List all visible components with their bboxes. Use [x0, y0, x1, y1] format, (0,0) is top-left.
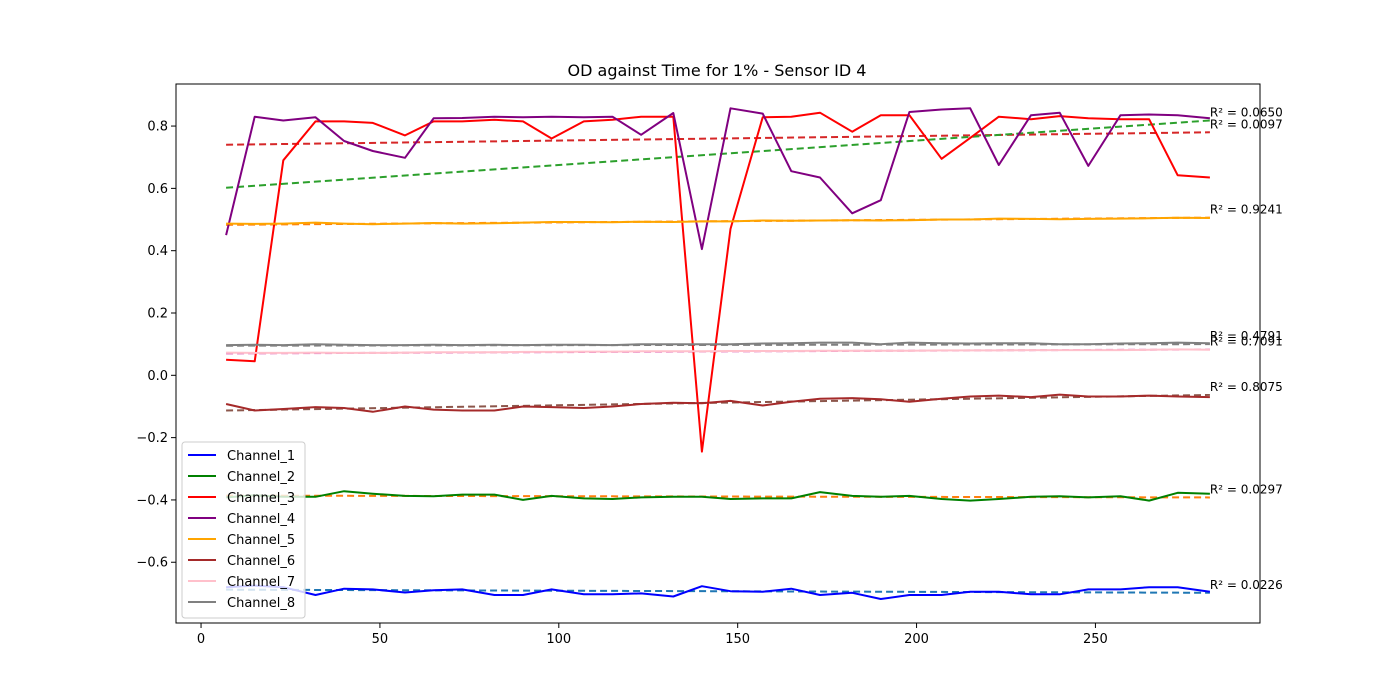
series-line-channel-2: [226, 490, 1210, 502]
plot-area: [225, 107, 1211, 600]
r2-label-channel-5: R² = 0.9241: [1210, 203, 1283, 217]
r2-label-channel-7: R² = 0.7091: [1210, 334, 1283, 348]
trend-line-channel-1: [226, 588, 1210, 594]
series-line-channel-7: [226, 348, 1210, 354]
r2-label-channel-2: R² = 0.0297: [1210, 482, 1283, 496]
legend-label: Channel_1: [227, 449, 295, 464]
trend-line-channel-4: [226, 119, 1210, 189]
trend-line-channel-6: [226, 393, 1210, 412]
plot-frame: [175, 83, 1261, 624]
legend-label: Channel_6: [227, 554, 295, 569]
r2-label-channel-1: R² = 0.0226: [1210, 578, 1283, 592]
x-tick-label: 200: [904, 632, 929, 647]
x-tick-label: 250: [1083, 632, 1108, 647]
x-axis: 0 50 100 150 200 250: [197, 623, 1108, 647]
r2-label-channel-6: R² = 0.8075: [1210, 380, 1283, 394]
y-tick-label: 0.0: [147, 369, 168, 384]
y-axis: −0.6 −0.4 −0.2 0.0 0.2 0.4 0.6 0.8: [136, 120, 176, 571]
trend-line-channel-3: [226, 131, 1210, 146]
series-line-channel-1: [226, 584, 1211, 600]
legend-label: Channel_4: [227, 512, 295, 527]
x-tick-label: 0: [197, 632, 205, 647]
series-line-channel-3: [226, 111, 1210, 453]
x-tick-label: 100: [546, 632, 571, 647]
series-line-channel-4: [225, 107, 1210, 251]
legend-label: Channel_3: [227, 491, 295, 506]
x-tick-label: 50: [372, 632, 389, 647]
y-tick-label: 0.8: [147, 120, 168, 135]
y-tick-label: −0.2: [136, 431, 168, 446]
legend: Channel_1 Channel_2 Channel_3 Channel_4 Chan…: [181, 441, 306, 619]
chart-title: OD against Time for 1% - Sensor ID 4: [568, 61, 867, 80]
legend-label: Channel_8: [227, 596, 295, 611]
r2-label-channel-4: R² = 0.0650: [1210, 105, 1283, 119]
r2-label-channel-8: R² = 0.4791: [1210, 329, 1283, 343]
y-tick-label: 0.4: [147, 244, 168, 259]
legend-label: Channel_5: [227, 533, 295, 548]
series-line-channel-8: [226, 341, 1210, 347]
series-line-channel-5: [226, 216, 1210, 226]
r2-label-channel-3: R² = 0.0097: [1210, 117, 1283, 131]
legend-label: Channel_7: [227, 575, 295, 590]
legend-label: Channel_2: [227, 470, 295, 485]
x-tick-label: 150: [725, 632, 750, 647]
series-line-channel-6: [225, 393, 1210, 413]
y-tick-label: −0.4: [136, 493, 168, 508]
y-tick-label: 0.2: [147, 306, 168, 321]
y-tick-label: −0.6: [136, 556, 168, 571]
legend-box: [181, 441, 306, 619]
y-tick-label: 0.6: [147, 182, 168, 197]
